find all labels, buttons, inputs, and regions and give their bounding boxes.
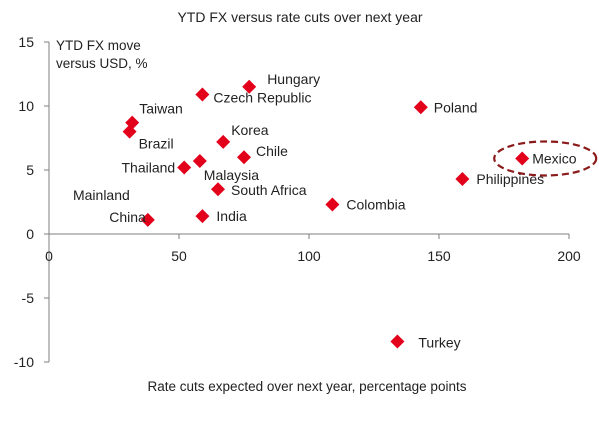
point-hungary-marker [242,79,257,94]
point-mexico-marker [515,151,530,166]
x-tick-label: 200 [557,248,581,264]
y-tick-label: 0 [26,226,34,242]
point-poland-label: Poland [434,99,478,115]
point-czech-republic-marker [195,87,210,102]
point-turkey-marker [390,334,405,349]
x-axis-label: Rate cuts expected over next year, perce… [148,379,467,394]
point-brazil-label: Brazil [139,136,174,152]
point-mainland-china-label: Mainland [73,187,130,203]
point-mexico-label: Mexico [532,150,577,166]
data-points: Hungary Czech Republic Poland Taiwan Brazil K… [73,71,598,351]
point-korea-marker [216,134,231,149]
point-colombia-label: Colombia [346,197,405,213]
point-malaysia-label: Malaysia [204,167,259,183]
x-tick-label: 0 [45,248,53,264]
y-tick-label: 15 [18,34,34,50]
point-brazil-marker [122,124,137,139]
y-tick-label: -10 [14,354,34,370]
point-thailand-label: Thailand [121,159,175,175]
point-philippines-label: Philippines [476,171,544,187]
x-tick-label: 150 [427,248,451,264]
point-south-africa-marker [211,182,225,197]
x-tick-label: 100 [297,248,321,264]
point-chile-marker [237,150,251,165]
point-mainland-china-marker [140,212,155,227]
x-tick-label: 50 [171,248,187,264]
point-hungary-label: Hungary [267,71,320,87]
highlight-ellipse [493,140,598,177]
point-philippines-marker [455,171,470,186]
point-taiwan-label: Taiwan [139,101,183,117]
point-czech-republic-label: Czech Republic [213,89,311,105]
point-turkey-label: Turkey [418,335,460,351]
y-tick-label: 10 [18,98,34,114]
point-india-label: India [216,208,247,224]
point-chile-label: Chile [256,143,288,159]
y-tick-label: 5 [26,162,34,178]
point-poland-marker [413,100,428,115]
point-malaysia-marker [192,154,207,169]
point-thailand-marker [177,160,192,175]
point-south-africa-label: South Africa [231,182,307,198]
point-india-marker [195,209,210,224]
y-axis-label: YTD FX move versus USD, % [56,38,148,71]
chart-title: YTD FX versus rate cuts over next year [177,9,422,25]
point-mainland-china-label: China [109,209,146,225]
y-tick-label: -5 [22,290,35,306]
point-korea-label: Korea [231,122,269,138]
point-colombia-marker [325,197,340,212]
